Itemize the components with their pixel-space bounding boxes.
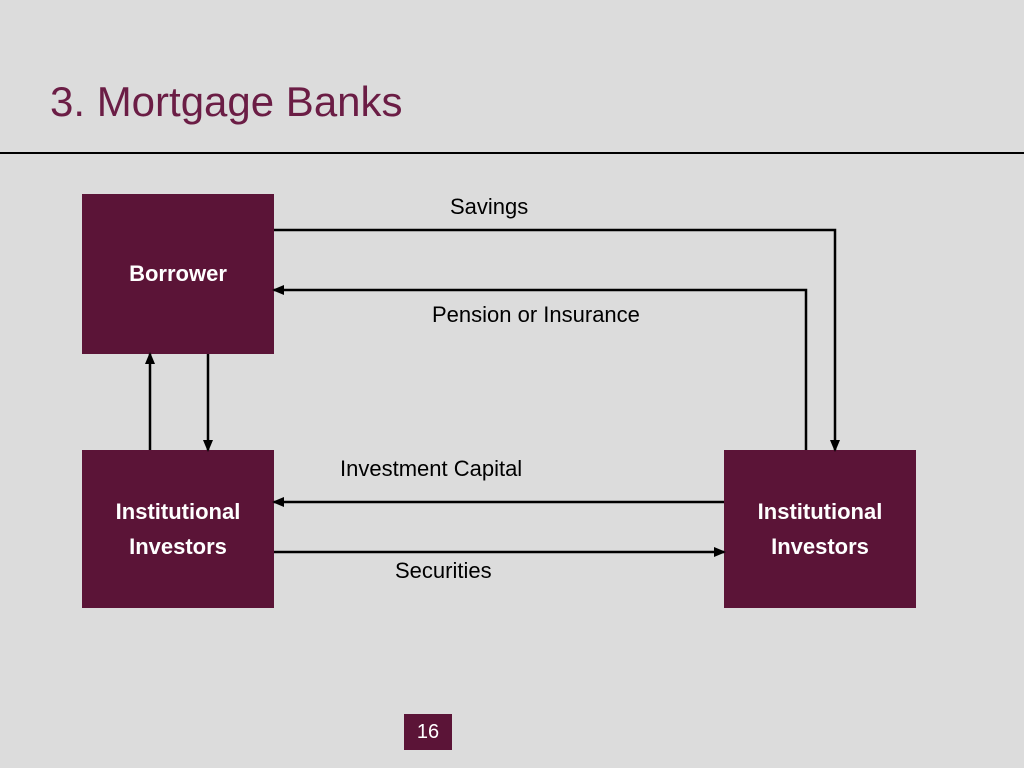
title-rule bbox=[0, 152, 1024, 154]
page-number: 16 bbox=[417, 721, 439, 744]
node-inst_left: InstitutionalInvestors bbox=[82, 450, 274, 608]
edge-savings bbox=[274, 230, 835, 450]
edge-label-securities: Securities bbox=[395, 558, 492, 584]
edge-label-invest_cap: Investment Capital bbox=[340, 456, 522, 482]
node-borrower: Borrower bbox=[82, 194, 274, 354]
page-number-badge: 16 bbox=[404, 714, 452, 750]
slide-title: 3. Mortgage Banks bbox=[50, 78, 403, 126]
edge-label-savings: Savings bbox=[450, 194, 528, 220]
node-inst_right: InstitutionalInvestors bbox=[724, 450, 916, 608]
edge-label-pension: Pension or Insurance bbox=[432, 302, 640, 328]
